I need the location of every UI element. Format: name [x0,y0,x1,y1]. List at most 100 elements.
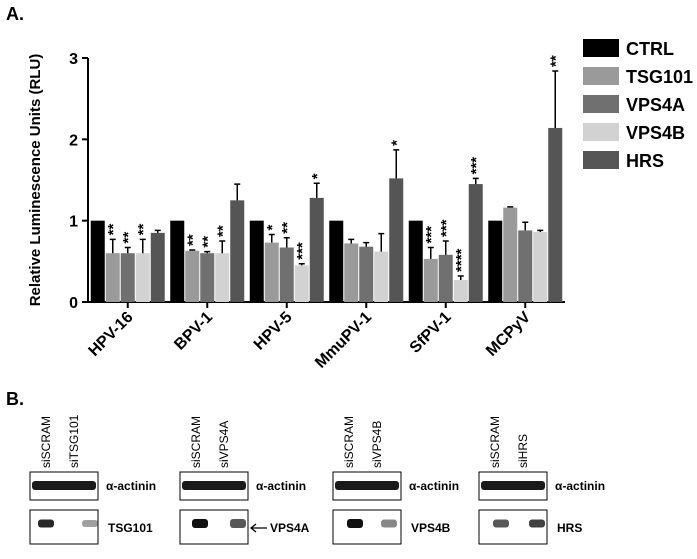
error-bar [472,177,479,185]
blot-band [529,519,545,528]
significance: *** [438,219,455,237]
bar [185,250,200,302]
bar [329,220,344,302]
x-tick-label: HPV-5 [251,309,296,354]
error-bar [109,238,116,254]
error-bar [313,182,320,198]
lane-label: siTSG101 [67,414,81,468]
legend-swatch [583,39,619,57]
blot-label: α-actinin [256,479,306,493]
blot-band [381,519,397,528]
error-bar [124,246,131,254]
bar [105,253,120,302]
blot-band [38,519,54,528]
error-bar [348,238,355,244]
error-bar [457,275,464,281]
significance: ** [199,236,216,248]
blot-label: VPS4A [270,521,310,535]
bar [170,220,185,302]
legend-swatch [583,95,619,113]
blot-label: VPS4B [411,521,451,535]
bar [548,127,563,303]
bar [135,253,150,302]
error-bar [283,236,290,248]
blot-band [493,519,509,528]
legend-label: VPS4B [626,123,685,143]
significance: ** [279,222,296,234]
bar [533,232,548,302]
bar [90,220,105,302]
bar [408,220,423,302]
significance: ** [547,55,564,67]
error-bar [139,238,146,254]
y-tick-label: 2 [69,132,78,149]
lane-label: siSCRAM [342,416,356,468]
blot-label: α-actinin [409,479,459,493]
bar [468,184,483,302]
error-bar [204,250,211,254]
bar [249,220,264,302]
x-tick-label: MCPyV [483,309,534,360]
blot-band [32,481,96,490]
lane-label: siSCRAM [488,416,502,468]
bar [423,258,438,302]
y-tick-label: 0 [69,295,78,312]
error-bar [522,221,529,231]
significance: *** [423,226,440,244]
panel-label: A. [6,4,24,24]
blot-label: TSG101 [108,521,153,535]
bar [374,251,389,302]
y-tick-label: 1 [69,214,78,231]
significance: *** [294,242,311,260]
error-bar [552,70,559,128]
significance: **** [453,248,470,272]
error-bar [427,246,434,259]
bar [279,247,294,302]
error-bar [234,183,241,201]
y-axis-label: Relative Luminescence Units (RLU) [27,54,44,307]
lane-label: siSCRAM [39,416,53,468]
blot-band [335,481,399,490]
bar [200,253,215,302]
blot-band [481,481,545,490]
bar [264,242,279,302]
bar [503,207,518,302]
bar [150,232,165,302]
lane-label: siHRS [516,434,530,468]
bar [309,197,324,302]
blot-band [230,519,246,528]
error-bar [507,206,514,208]
blot-label: α-actinin [106,479,156,493]
error-bar [298,263,305,266]
significance: *** [468,157,485,175]
x-tick-label: MmuPV-1 [312,309,375,372]
error-bar [378,232,385,252]
y-tick-label: 3 [69,51,78,68]
significance: ** [105,224,122,236]
x-tick-label: HPV-16 [86,309,137,360]
blot-label: HRS [557,521,582,535]
significance: ** [135,224,152,236]
legend-swatch [583,123,619,141]
legend-label: HRS [626,151,664,171]
blot-band [347,519,363,528]
lane-label: siVPS4A [217,421,231,468]
bar [294,265,309,302]
lane-label: siVPS4B [370,421,384,468]
legend-label: VPS4A [626,95,685,115]
error-bar [268,233,275,243]
x-tick-label: BPV-1 [171,309,216,354]
bar [359,246,374,302]
lane-label: siSCRAM [189,416,203,468]
arrow [249,523,267,533]
blot-label: α-actinin [555,479,605,493]
significance: ** [214,225,231,237]
error-bar [393,149,400,179]
blot-band [192,519,208,528]
bar [389,178,404,302]
significance: * [309,173,326,179]
blot-band [82,520,98,527]
panel-label: B. [6,389,24,409]
error-bar [363,241,370,247]
legend-swatch [583,67,619,85]
